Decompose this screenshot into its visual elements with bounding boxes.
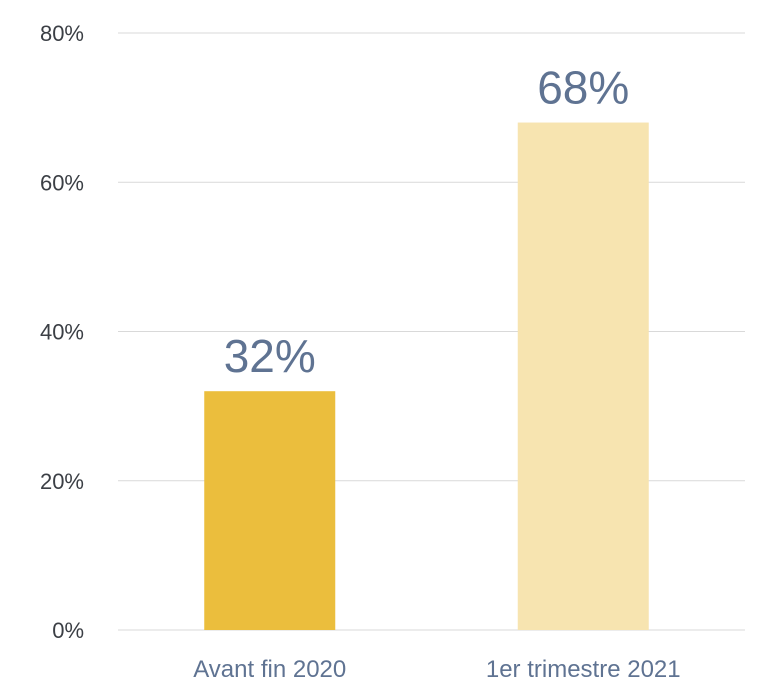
y-tick-label: 60% [40,170,84,195]
y-tick-label: 40% [40,320,84,345]
y-tick-label: 20% [40,469,84,494]
data-label: 68% [537,62,629,114]
y-tick-label: 0% [52,618,84,643]
x-tick-label: 1er trimestre 2021 [486,656,681,683]
y-tick-label: 80% [40,21,84,46]
bars [204,122,649,631]
bar [204,391,336,630]
data-labels: 32% 68% [224,62,630,383]
data-label: 32% [224,330,316,382]
bar [517,122,649,631]
x-tick-label: Avant fin 2020 [193,656,346,683]
x-axis-ticks: Avant fin 2020 1er trimestre 2021 [193,656,680,683]
y-axis-ticks: 0% 20% 40% 60% 80% [40,21,84,643]
